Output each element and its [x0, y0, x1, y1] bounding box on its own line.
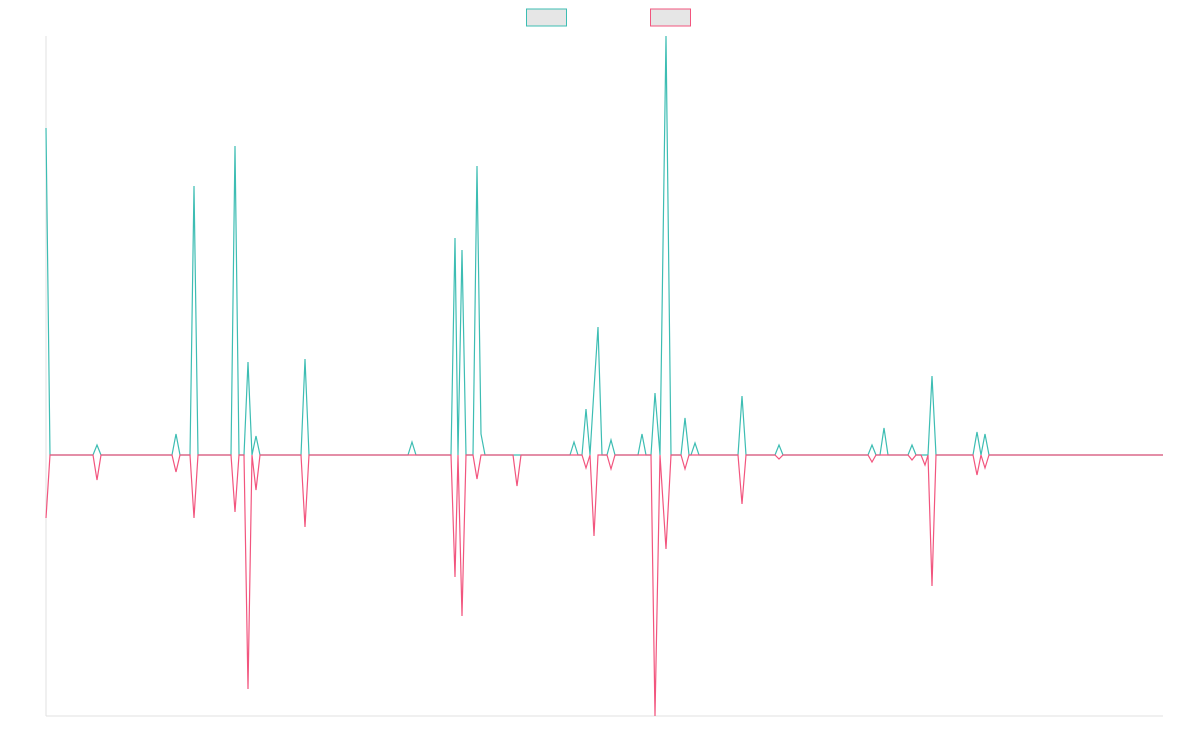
series-line [45, 35, 1163, 456]
legend-swatch [526, 8, 567, 27]
legend-swatch [650, 8, 691, 27]
series-line [45, 454, 1163, 717]
